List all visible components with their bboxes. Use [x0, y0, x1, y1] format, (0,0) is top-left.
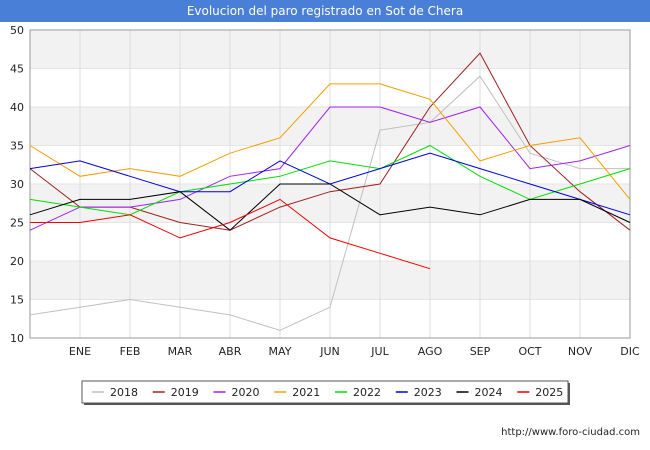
series-line-2025 — [30, 198, 431, 270]
series-line-2018 — [29, 75, 630, 331]
y-tick-label: 15 — [10, 294, 24, 307]
legend-label-2025: 2025 — [535, 386, 563, 399]
legend-label-2020: 2020 — [232, 386, 260, 399]
legend-label-2021: 2021 — [292, 386, 320, 399]
y-tick-label: 20 — [10, 255, 24, 268]
series-line-2020 — [29, 106, 631, 231]
x-tick-label: FEB — [120, 345, 141, 358]
y-tick-label: 45 — [10, 63, 24, 76]
y-tick-label: 25 — [10, 217, 24, 230]
source-url: http://www.foro-ciudad.com — [501, 427, 640, 438]
series-line-2024 — [29, 183, 631, 231]
x-tick-label: NOV — [568, 345, 593, 358]
x-tick-label: AGO — [418, 345, 443, 358]
y-tick-label: 50 — [10, 24, 24, 37]
chart-title: Evolucion del paro registrado en Sot de … — [0, 0, 650, 22]
legend-label-2019: 2019 — [171, 386, 199, 399]
x-tick-label: ENE — [69, 345, 91, 358]
legend-label-2023: 2023 — [414, 386, 442, 399]
legend-box — [81, 380, 569, 404]
y-tick-label: 30 — [10, 178, 24, 191]
series-line-2021 — [29, 83, 631, 200]
x-tick-label: JUN — [319, 345, 340, 358]
x-tick-label: DIC — [620, 345, 640, 358]
y-tick-label: 10 — [10, 332, 24, 345]
legend-label-2018: 2018 — [110, 386, 138, 399]
x-tick-label: SEP — [470, 345, 491, 358]
x-tick-label: ABR — [219, 345, 242, 358]
x-tick-label: OCT — [518, 345, 541, 358]
x-tick-label: MAY — [269, 345, 292, 358]
legend-label-2022: 2022 — [353, 386, 381, 399]
y-tick-label: 35 — [10, 140, 24, 153]
plot-frame — [29, 29, 631, 339]
x-tick-label: JUL — [370, 345, 389, 358]
legend-label-2024: 2024 — [475, 386, 503, 399]
y-tick-label: 40 — [10, 101, 24, 114]
x-tick-label: MAR — [168, 345, 193, 358]
